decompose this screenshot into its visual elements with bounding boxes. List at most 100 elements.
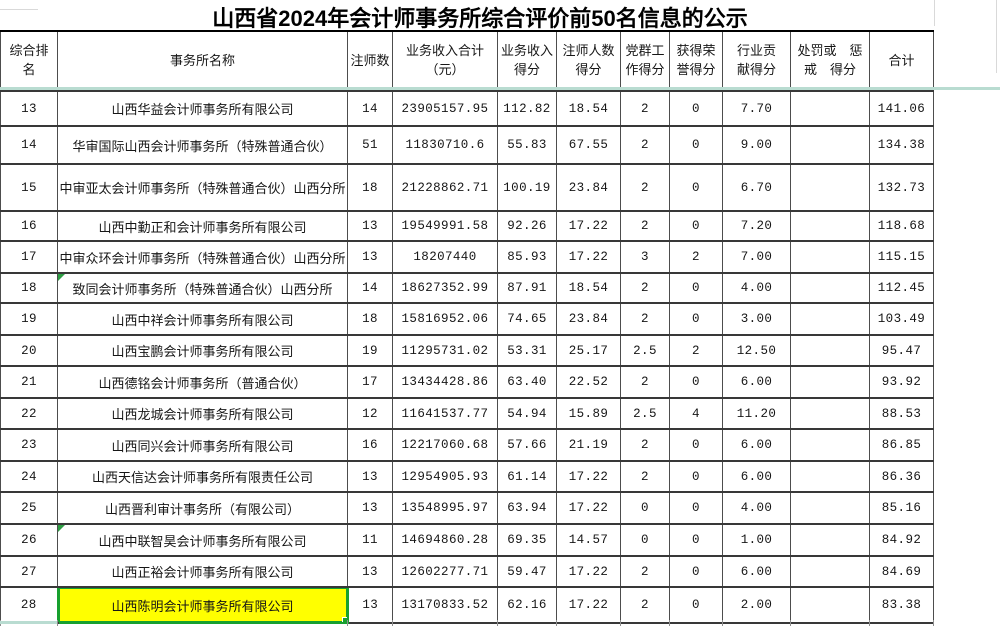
penalty-score-cell[interactable] <box>790 460 870 493</box>
cpa-count-cell[interactable]: 19 <box>347 334 393 367</box>
party-score-cell[interactable]: 2 <box>620 586 670 624</box>
honor-score-cell[interactable]: 0 <box>669 523 723 557</box>
selection-fill-handle[interactable] <box>341 617 346 621</box>
total-cell[interactable]: 103.49 <box>869 302 934 336</box>
industry-score-cell[interactable]: 2.00 <box>722 586 791 624</box>
cpa-score-cell[interactable]: 15.89 <box>556 397 621 430</box>
header-party-score[interactable]: 党群工 作得分 <box>620 30 670 92</box>
party-score-cell[interactable]: 0 <box>620 523 670 557</box>
cpa-score-cell[interactable]: 18.54 <box>556 272 621 304</box>
header-penalty-score[interactable]: 处罚或 惩 戒 得分 <box>790 30 870 92</box>
party-score-cell[interactable]: 2 <box>620 302 670 336</box>
revenue-score-cell[interactable]: 59.47 <box>497 555 557 588</box>
penalty-score-cell[interactable] <box>790 272 870 304</box>
total-cell[interactable]: 84.92 <box>869 523 934 557</box>
penalty-score-cell[interactable] <box>790 163 870 212</box>
rank-cell[interactable]: 15 <box>0 163 58 212</box>
industry-score-cell[interactable]: 3.00 <box>722 302 791 336</box>
party-score-cell[interactable]: 2.5 <box>620 334 670 367</box>
header-rank[interactable]: 综合排 名 <box>0 30 58 92</box>
revenue-score-cell[interactable]: 92.26 <box>497 210 557 242</box>
total-cell[interactable]: 83.38 <box>869 586 934 624</box>
penalty-score-cell[interactable] <box>790 125 870 165</box>
cpa-score-cell[interactable]: 21.19 <box>556 428 621 462</box>
honor-score-cell[interactable]: 0 <box>669 210 723 242</box>
honor-score-cell[interactable]: 0 <box>669 555 723 588</box>
industry-score-cell[interactable]: 6.00 <box>722 365 791 399</box>
penalty-score-cell[interactable] <box>790 586 870 624</box>
firm-name-cell[interactable]: 致同会计师事务所（特殊普通合伙）山西分所 <box>57 272 348 304</box>
rank-cell[interactable]: 22 <box>0 397 58 430</box>
cpa-score-cell[interactable]: 17.22 <box>556 491 621 525</box>
revenue-cell[interactable]: 21228862.71 <box>392 163 498 212</box>
firm-name-cell[interactable]: 山西天信达会计师事务所有限责任公司 <box>57 460 348 493</box>
penalty-score-cell[interactable] <box>790 555 870 588</box>
honor-score-cell[interactable]: 2 <box>669 334 723 367</box>
honor-score-cell[interactable]: 0 <box>669 125 723 165</box>
party-score-cell[interactable]: 2 <box>620 90 670 127</box>
rank-cell[interactable]: 13 <box>0 90 58 127</box>
revenue-score-cell[interactable]: 100.19 <box>497 163 557 212</box>
industry-score-cell[interactable]: 7.20 <box>722 210 791 242</box>
revenue-cell[interactable]: 11641537.77 <box>392 397 498 430</box>
cpa-count-cell[interactable]: 16 <box>347 428 393 462</box>
party-score-cell[interactable]: 2.5 <box>620 397 670 430</box>
rank-cell[interactable]: 17 <box>0 240 58 274</box>
revenue-score-cell[interactable]: 74.65 <box>497 302 557 336</box>
cpa-count-cell[interactable]: 13 <box>347 491 393 525</box>
total-cell[interactable]: 132.73 <box>869 163 934 212</box>
firm-name-cell[interactable]: 山西德铭会计师事务所（普通合伙） <box>57 365 348 399</box>
rank-cell[interactable]: 19 <box>0 302 58 336</box>
party-score-cell[interactable]: 2 <box>620 210 670 242</box>
penalty-score-cell[interactable] <box>790 210 870 242</box>
party-score-cell[interactable]: 2 <box>620 428 670 462</box>
honor-score-cell[interactable]: 4 <box>669 397 723 430</box>
revenue-cell[interactable]: 13434428.86 <box>392 365 498 399</box>
total-cell[interactable]: 93.92 <box>869 365 934 399</box>
header-cpa-score[interactable]: 注师人数 得分 <box>556 30 621 92</box>
firm-name-cell[interactable]: 山西中联智昊会计师事务所有限公司 <box>57 523 348 557</box>
cpa-score-cell[interactable]: 17.22 <box>556 210 621 242</box>
firm-name-cell[interactable]: 山西宝鹏会计师事务所有限公司 <box>57 334 348 367</box>
cpa-count-cell[interactable]: 13 <box>347 240 393 274</box>
header-total[interactable]: 合计 <box>869 30 934 92</box>
revenue-cell[interactable]: 23905157.95 <box>392 90 498 127</box>
party-score-cell[interactable]: 2 <box>620 555 670 588</box>
party-score-cell[interactable]: 3 <box>620 240 670 274</box>
cpa-count-cell[interactable]: 18 <box>347 163 393 212</box>
revenue-cell[interactable]: 18207440 <box>392 240 498 274</box>
revenue-cell[interactable]: 12954905.93 <box>392 460 498 493</box>
firm-name-cell[interactable]: 山西中勤正和会计师事务所有限公司 <box>57 210 348 242</box>
revenue-score-cell[interactable]: 61.14 <box>497 460 557 493</box>
industry-score-cell[interactable]: 7.00 <box>722 240 791 274</box>
revenue-cell[interactable]: 19549991.58 <box>392 210 498 242</box>
revenue-cell[interactable]: 12217060.68 <box>392 428 498 462</box>
industry-score-cell[interactable]: 4.00 <box>722 491 791 525</box>
header-cpa-count[interactable]: 注师数 <box>347 30 393 92</box>
rank-cell[interactable]: 18 <box>0 272 58 304</box>
total-cell[interactable]: 95.47 <box>869 334 934 367</box>
industry-score-cell[interactable]: 12.50 <box>722 334 791 367</box>
cpa-count-cell[interactable]: 51 <box>347 125 393 165</box>
revenue-score-cell[interactable]: 85.93 <box>497 240 557 274</box>
honor-score-cell[interactable]: 0 <box>669 586 723 624</box>
penalty-score-cell[interactable] <box>790 523 870 557</box>
party-score-cell[interactable]: 0 <box>620 491 670 525</box>
total-cell[interactable]: 115.15 <box>869 240 934 274</box>
cpa-count-cell[interactable]: 12 <box>347 397 393 430</box>
firm-name-cell[interactable]: 中审亚太会计师事务所（特殊普通合伙）山西分所 <box>57 163 348 212</box>
party-score-cell[interactable]: 2 <box>620 365 670 399</box>
revenue-cell[interactable]: 15816952.06 <box>392 302 498 336</box>
industry-score-cell[interactable]: 6.00 <box>722 428 791 462</box>
rank-cell[interactable]: 24 <box>0 460 58 493</box>
cpa-score-cell[interactable]: 22.52 <box>556 365 621 399</box>
party-score-cell[interactable]: 2 <box>620 163 670 212</box>
revenue-score-cell[interactable]: 112.82 <box>497 90 557 127</box>
rank-cell[interactable]: 25 <box>0 491 58 525</box>
honor-score-cell[interactable]: 0 <box>669 302 723 336</box>
rank-cell[interactable]: 27 <box>0 555 58 588</box>
revenue-score-cell[interactable]: 63.94 <box>497 491 557 525</box>
industry-score-cell[interactable]: 6.00 <box>722 460 791 493</box>
rank-cell[interactable]: 16 <box>0 210 58 242</box>
firm-name-cell[interactable]: 山西华益会计师事务所有限公司 <box>57 90 348 127</box>
